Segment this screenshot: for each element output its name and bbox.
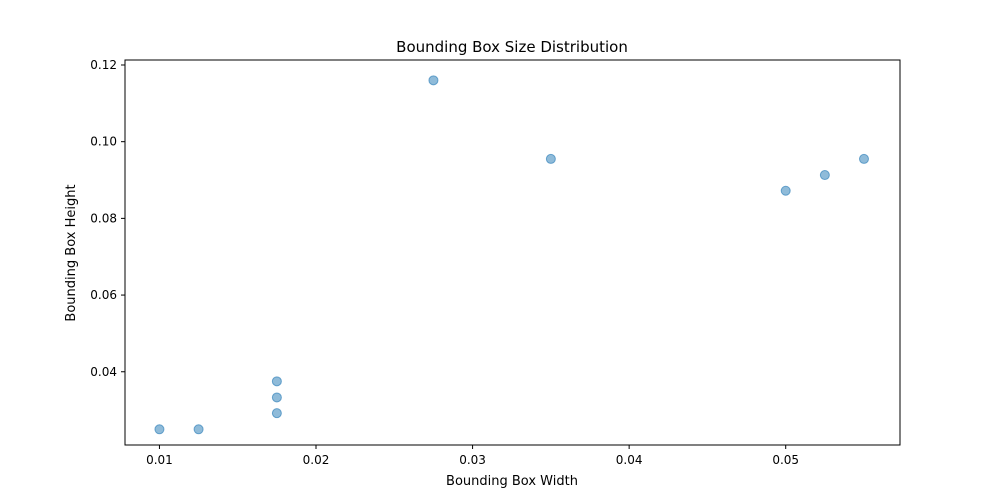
- plot-area-frame: [124, 59, 901, 446]
- data-point-5: [271, 376, 282, 387]
- data-point-6: [428, 75, 439, 86]
- chart-title: Bounding Box Size Distribution: [396, 38, 628, 56]
- x-axis-ticks: 0.01 0.02 0.03 0.04 0.05: [146, 445, 799, 467]
- data-point-9: [819, 170, 830, 181]
- y-tick-label: 0.12: [90, 58, 117, 72]
- y-tick-label: 0.04: [90, 365, 117, 379]
- data-point-2: [193, 424, 204, 435]
- x-tick-label: 0.02: [303, 453, 330, 467]
- x-tick-label: 0.04: [616, 453, 643, 467]
- x-tick-label: 0.05: [772, 453, 799, 467]
- x-tick-label: 0.03: [459, 453, 486, 467]
- data-point-8: [780, 185, 791, 196]
- x-tick-label: 0.01: [146, 453, 173, 467]
- data-point-7: [545, 153, 556, 164]
- data-point-10: [858, 153, 869, 164]
- y-tick-label: 0.06: [90, 288, 117, 302]
- data-point-4: [271, 392, 282, 403]
- x-axis-label: Bounding Box Width: [446, 474, 578, 489]
- data-point-1: [154, 424, 165, 435]
- y-axis-ticks: 0.04 0.06 0.08 0.10 0.12: [90, 58, 125, 379]
- y-tick-label: 0.10: [90, 135, 117, 149]
- y-tick-label: 0.08: [90, 211, 117, 225]
- data-points: [154, 75, 869, 435]
- data-point-3: [271, 408, 282, 419]
- y-axis-label: Bounding Box Height: [64, 184, 79, 321]
